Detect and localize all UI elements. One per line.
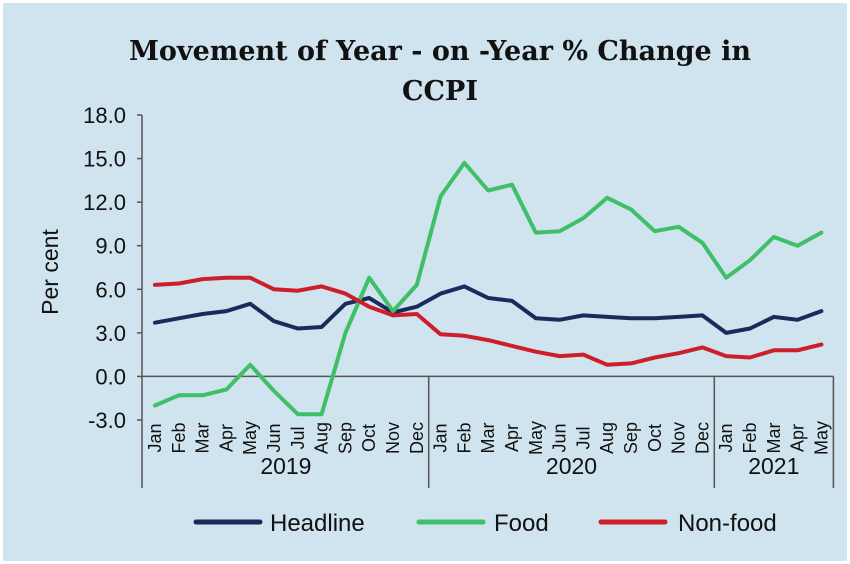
x-tick-label: Oct [645, 424, 665, 452]
year-labels: 2019 2020 2021 [260, 453, 799, 479]
x-tick-label: Apr [216, 424, 236, 452]
axes [137, 114, 835, 488]
chart-title-line1: Movement of Year - on -Year % Change in [129, 36, 751, 67]
x-tick-label: Jun [264, 423, 284, 452]
x-tick-label: Jan [716, 423, 736, 452]
y-tick-label: 6.0 [95, 277, 126, 302]
chart-title-line2: CCPI [402, 76, 478, 107]
x-tick-labels: Jan Feb Mar Apr May Jun Jul Aug Sep Oct Nov Dec Jan F… [145, 421, 831, 455]
y-tick-label: 15.0 [83, 147, 126, 172]
y-tick-label: 12.0 [83, 190, 126, 215]
y-axis-label: Per cent [37, 229, 63, 315]
legend-label-non-food: Non-food [678, 510, 777, 537]
y-tick-labels: 18.0 15.0 12.0 9.0 6.0 3.0 0.0 -3.0 [83, 103, 126, 433]
y-tick-label: 18.0 [83, 103, 126, 128]
x-tick-label: Aug [597, 422, 617, 454]
x-tick-label: Sep [335, 422, 355, 454]
x-tick-label: Dec [692, 422, 712, 454]
x-tick-label: Mar [193, 422, 213, 453]
x-tick-label: Dec [407, 422, 427, 454]
y-tick-label: 0.0 [95, 364, 126, 389]
x-tick-label: Apr [788, 424, 808, 452]
year-label: 2019 [260, 453, 311, 479]
series-line-food [153, 160, 824, 417]
series-line-non-food [153, 275, 824, 367]
y-tick-label: 3.0 [95, 321, 126, 346]
x-tick-label: Mar [478, 422, 498, 453]
x-tick-label: Jan [145, 423, 165, 452]
legend-label-headline: Headline [270, 510, 365, 537]
x-tick-label: Jul [288, 426, 308, 449]
x-tick-label: May [811, 421, 831, 455]
x-tick-label: Sep [621, 422, 641, 454]
year-label: 2020 [546, 453, 597, 479]
x-tick-label: Jun [550, 423, 570, 452]
x-tick-label: Aug [312, 422, 332, 454]
x-tick-label: Nov [383, 422, 403, 454]
series-lines [153, 160, 824, 417]
legend: Headline Food Non-food [193, 510, 777, 537]
x-tick-label: Nov [669, 422, 689, 454]
x-tick-label: Feb [169, 422, 189, 453]
x-tick-label: Jan [431, 423, 451, 452]
x-tick-label: Apr [502, 424, 522, 452]
y-tick-label: -3.0 [88, 408, 126, 433]
x-tick-label: Oct [359, 424, 379, 452]
chart-panel [3, 3, 847, 561]
x-tick-label: Feb [454, 422, 474, 453]
series-line-headline [153, 284, 824, 335]
year-label: 2021 [748, 453, 799, 479]
x-tick-label: Mar [764, 422, 784, 453]
x-tick-label: May [240, 421, 260, 455]
y-tick-label: 9.0 [95, 234, 126, 259]
x-tick-label: May [526, 421, 546, 455]
legend-label-food: Food [494, 510, 549, 537]
x-tick-label: Feb [740, 422, 760, 453]
x-tick-label: Jul [573, 426, 593, 449]
